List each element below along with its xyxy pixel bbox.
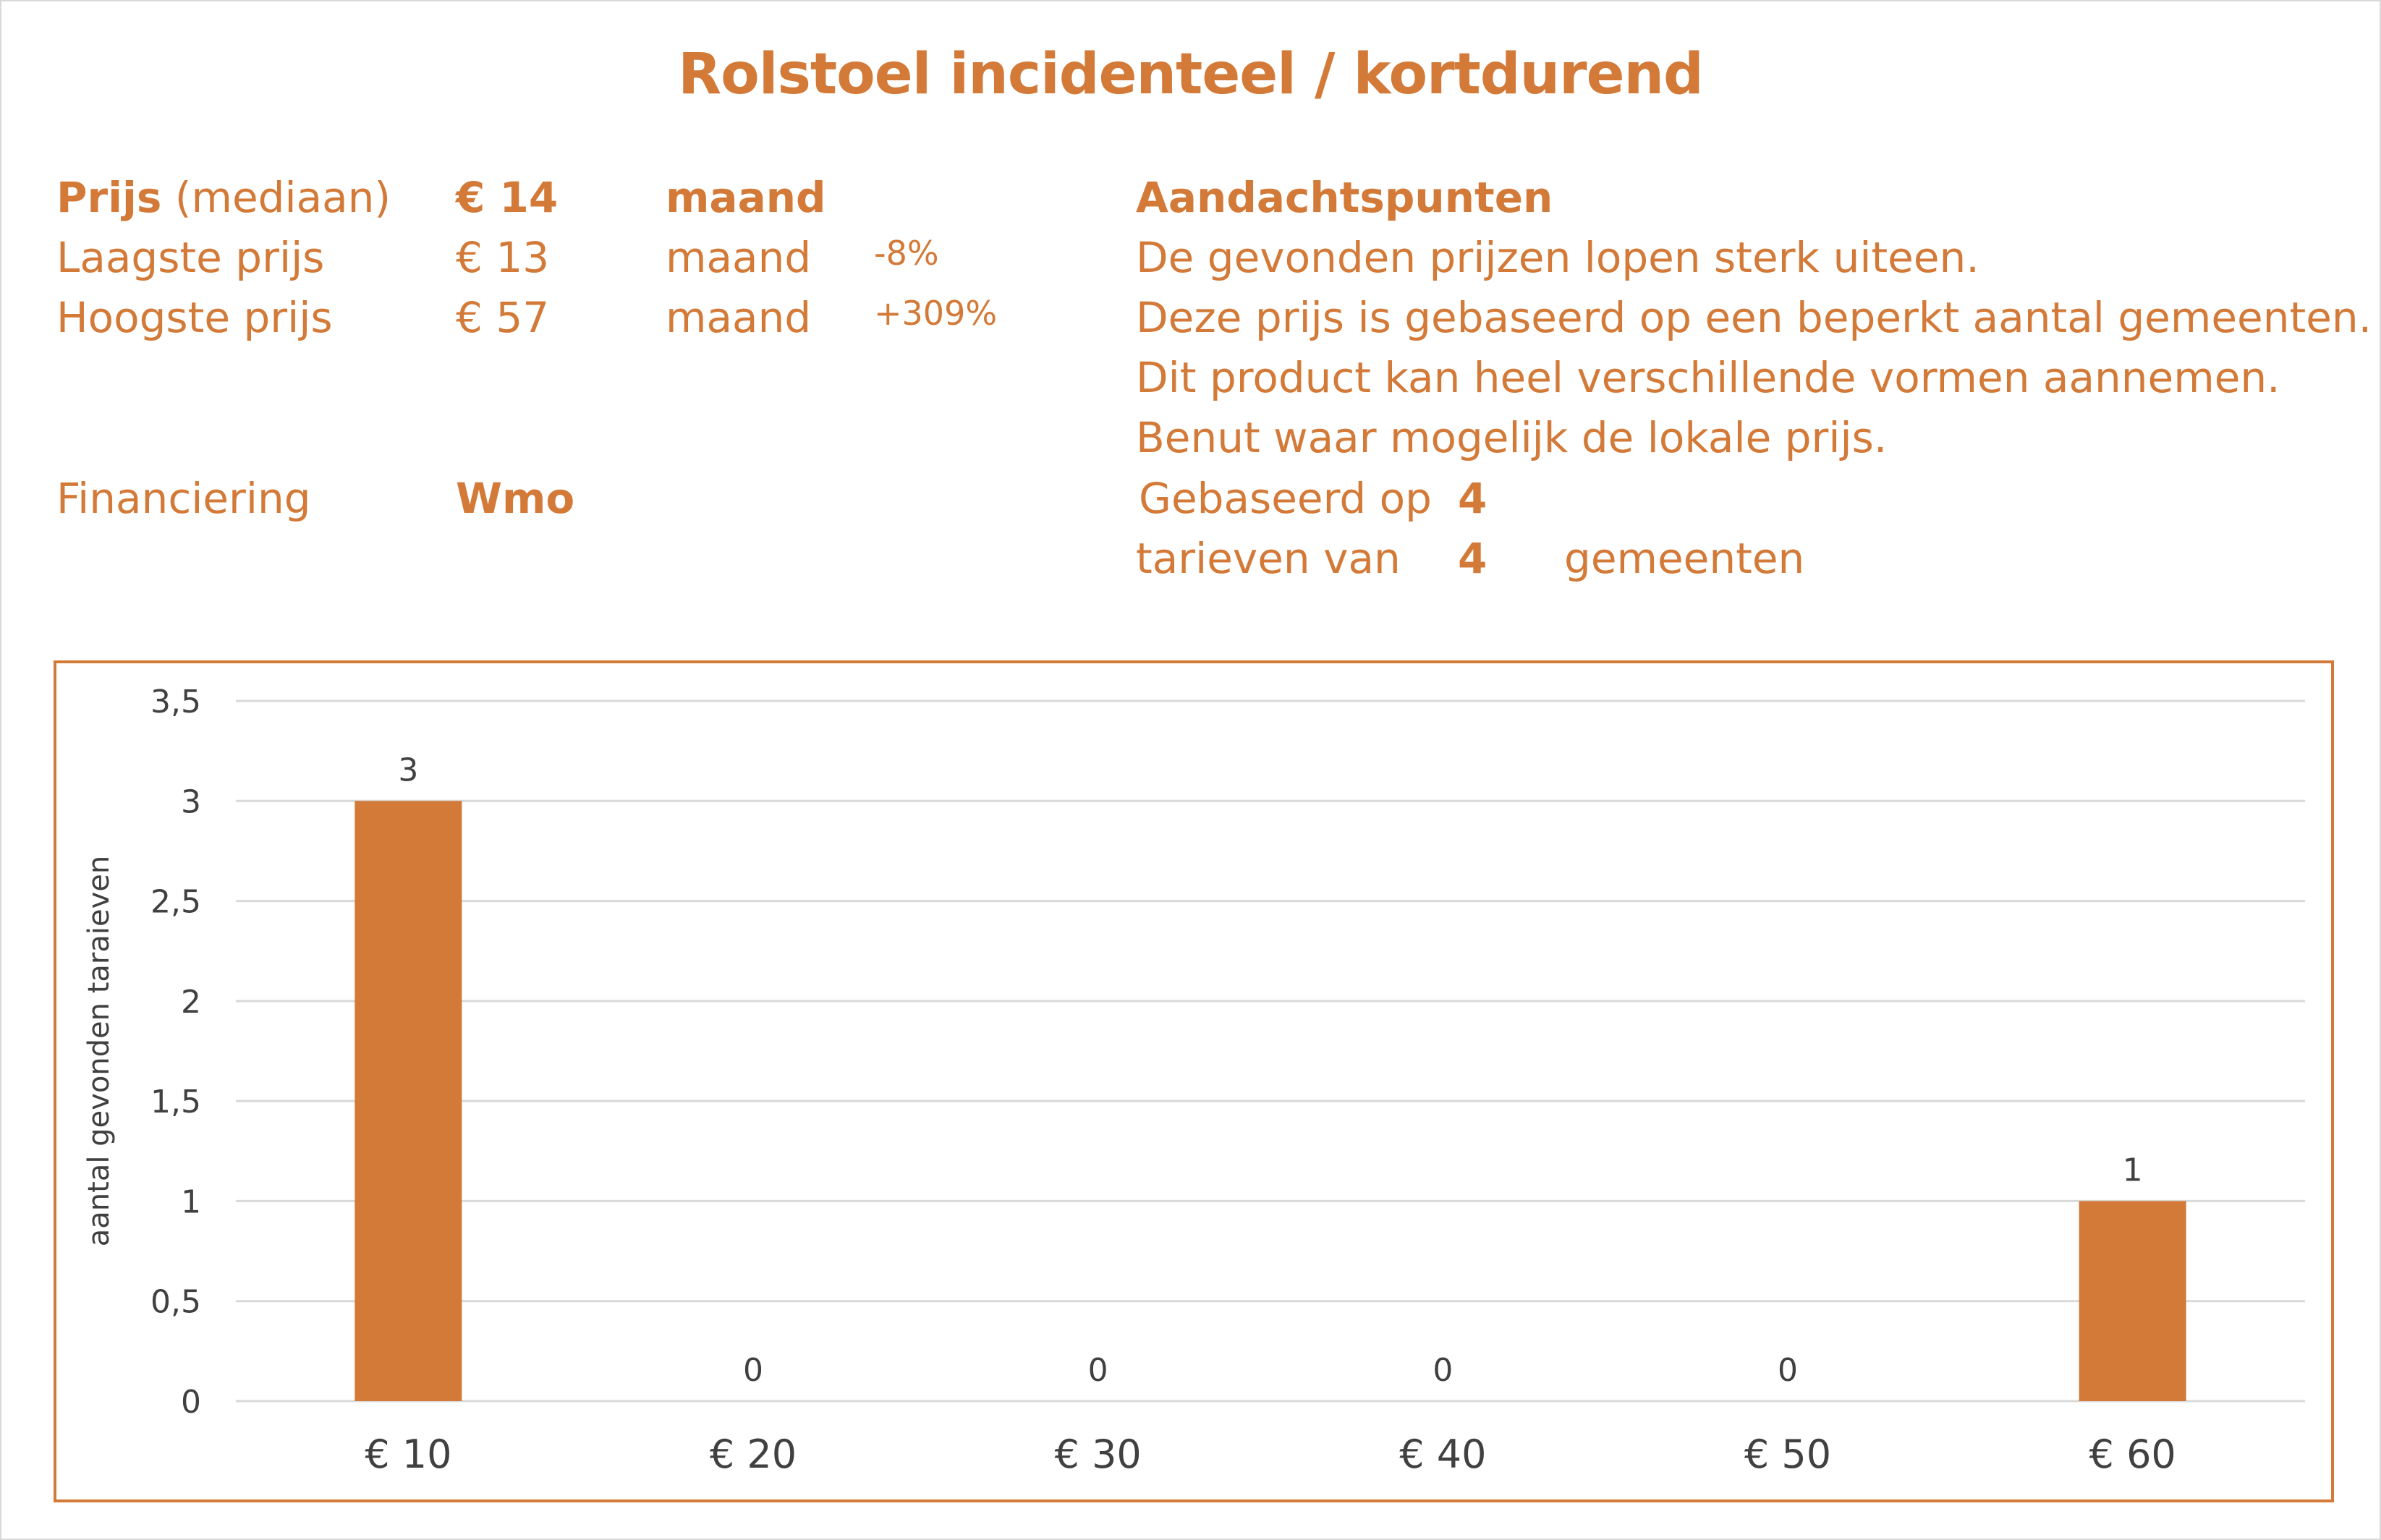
x-tick-label: € 40: [1399, 1431, 1486, 1477]
bar: [2079, 1201, 2186, 1401]
high-price-value: € 57: [456, 293, 550, 342]
chart-container: 0 0,5 1 1,5 2 2,5 3 3,5 aantal gevonden taraieve…: [54, 660, 2334, 1502]
y-axis-title: aantal gevonden taraieven: [82, 856, 116, 1246]
high-price-label: Hoogste prijs: [56, 293, 333, 342]
price-label-bold: Prijs: [56, 173, 162, 222]
notes-heading: Aandachtspunten: [1136, 173, 1553, 222]
y-tick-label: 1,5: [150, 1084, 201, 1120]
bar-chart: 0 0,5 1 1,5 2 2,5 3 3,5 aantal gevonden taraieve…: [82, 684, 2305, 1477]
x-tick-label: € 30: [1055, 1431, 1142, 1477]
low-price-pct: -8%: [874, 234, 939, 273]
price-label-rest: (mediaan): [161, 173, 391, 222]
note-line: De gevonden prijzen lopen sterk uiteen.: [1136, 233, 1979, 282]
data-label: 3: [398, 752, 418, 788]
x-tick-label: € 50: [1744, 1431, 1831, 1477]
data-label: 0: [1088, 1352, 1108, 1389]
y-tick-label: 0,5: [150, 1284, 201, 1321]
tariffs-label: tarieven van: [1136, 534, 1401, 583]
high-price-unit: maand: [666, 293, 812, 342]
data-label: 0: [1433, 1352, 1453, 1389]
x-tick-label: € 20: [710, 1431, 797, 1477]
tariffs-value: 4: [1458, 534, 1487, 583]
financing-label: Financiering: [56, 474, 311, 523]
y-tick-label: 2: [181, 984, 201, 1021]
data-label: 1: [2123, 1152, 2143, 1188]
municipalities-label: gemeenten: [1564, 534, 1805, 583]
y-tick-label: 1: [181, 1183, 201, 1220]
based-on-value: 4: [1458, 474, 1487, 523]
based-on-label: Gebaseerd op: [1139, 474, 1432, 523]
page-title: Rolstoel incidenteel / kortdurend: [678, 42, 1704, 107]
price-value: € 14: [456, 173, 559, 222]
financing-value: Wmo: [456, 474, 575, 523]
low-price-label: Laagste prijs: [56, 233, 325, 282]
price-unit: maand: [666, 173, 826, 222]
y-tick-label: 3: [181, 783, 201, 820]
price-label: Prijs (mediaan): [56, 176, 391, 218]
x-tick-label: € 60: [2089, 1431, 2176, 1477]
high-price-pct: +309%: [874, 294, 998, 333]
note-line: Dit product kan heel verschillende vorme…: [1136, 353, 2280, 402]
note-line: Benut waar mogelijk de lokale prijs.: [1136, 413, 1888, 462]
low-price-unit: maand: [666, 233, 812, 282]
note-line: Deze prijs is gebaseerd op een beperkt a…: [1136, 293, 2372, 342]
x-tick-label: € 10: [365, 1431, 451, 1477]
y-tick-label: 3,5: [150, 684, 201, 720]
data-label: 0: [743, 1352, 763, 1389]
y-tick-label: 2,5: [150, 884, 201, 921]
low-price-value: € 13: [456, 233, 550, 282]
y-tick-label: 0: [181, 1384, 201, 1421]
data-label: 0: [1778, 1352, 1798, 1389]
bar: [355, 801, 462, 1401]
